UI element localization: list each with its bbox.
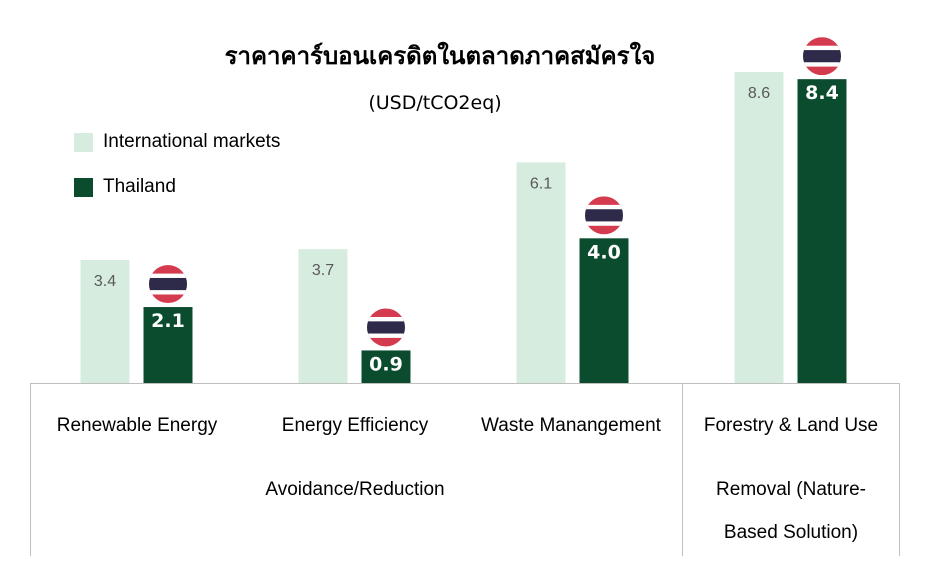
- bar-international-1: [298, 249, 348, 383]
- thailand-flag-icon-1: [367, 308, 405, 347]
- bar-thailand-2: [579, 238, 629, 383]
- group-label-avoidance: Avoidance/Reduction: [265, 479, 444, 500]
- data-label-thailand-0: 2.1: [151, 310, 185, 332]
- thailand-flag-icon-3: [803, 37, 841, 76]
- flag-blue-1: [367, 321, 405, 334]
- data-label-thailand-2: 4.0: [587, 241, 621, 263]
- chart-subtitle: (USD/tCO2eq): [368, 92, 502, 114]
- flag-blue-2: [585, 209, 623, 222]
- legend-swatch-thailand: [74, 177, 93, 197]
- data-label-thailand-3: 8.4: [805, 82, 839, 104]
- data-label-international-0: 3.4: [94, 273, 116, 290]
- data-label-international-3: 8.6: [748, 85, 770, 102]
- flag-blue-0: [149, 277, 187, 291]
- category-label-3: Forestry & Land Use: [704, 415, 878, 436]
- bar-thailand-1: [361, 350, 411, 383]
- flag-stripes-3: [803, 37, 841, 76]
- flag-stripes-1: [367, 308, 405, 347]
- legend-swatch-international: [74, 132, 93, 152]
- data-label-thailand-1: 0.9: [369, 353, 403, 375]
- legend-label-thailand: Thailand: [103, 176, 176, 197]
- category-label-0: Renewable Energy: [57, 415, 218, 436]
- flag-stripes-0: [149, 265, 187, 304]
- category-label-1: Energy Efficiency: [282, 415, 429, 436]
- bar-thailand-3: [797, 79, 847, 383]
- legend-label-international: International markets: [103, 131, 281, 152]
- flag-stripes-2: [585, 196, 623, 235]
- legend-item-international: International markets: [74, 131, 280, 153]
- data-label-international-1: 3.7: [312, 262, 334, 279]
- thailand-flag-icon-2: [585, 196, 623, 235]
- bar-international-2: [516, 162, 566, 383]
- bar-international-3: [734, 71, 784, 384]
- chart-title: ราคาคาร์บอนเครดิตในตลาดภาคสมัครใจ: [224, 42, 656, 70]
- thailand-flag-icon-0: [149, 265, 187, 304]
- group-label-removal-line-0: Removal (Nature-: [716, 479, 866, 500]
- legend-item-thailand: Thailand: [74, 176, 176, 198]
- bar-thailand-0: [143, 307, 193, 383]
- category-label-2: Waste Manangement: [481, 415, 662, 436]
- flag-blue-3: [803, 50, 841, 63]
- group-label-removal-line-1: Based Solution): [724, 522, 858, 543]
- data-label-international-2: 6.1: [530, 175, 552, 192]
- bar-international-0: [80, 260, 130, 383]
